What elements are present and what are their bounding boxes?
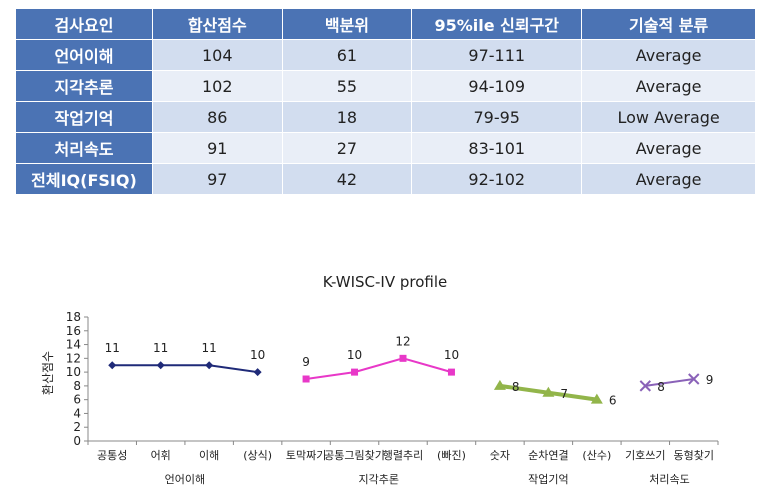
table-row: 작업기억 86 18 79-95 Low Average (15, 101, 756, 133)
data-point (542, 386, 555, 397)
table-cell: Average (581, 163, 756, 195)
header-confidence: 95%ile 신뢰구간 (411, 8, 583, 40)
y-tick-label: 0 (73, 434, 81, 448)
data-point (302, 375, 310, 383)
x-tick-label: 숫자 (490, 449, 510, 462)
x-tick-label: 동형찾기 (674, 449, 714, 462)
data-point (590, 393, 603, 404)
row-label: 지각추론 (15, 70, 153, 102)
x-tick-label: (산수) (582, 449, 611, 462)
x-tick-label: 토막짜기 (286, 449, 326, 462)
data-label: 10 (347, 348, 362, 362)
group-label: 지각추론 (359, 473, 399, 486)
row-label: 언어이해 (15, 39, 153, 71)
data-label: 9 (706, 373, 714, 387)
data-point (253, 368, 262, 377)
x-tick-label: 순차연결 (528, 449, 568, 462)
x-tick-label: 공통그림찾기 (324, 449, 385, 462)
table-cell: 18 (281, 101, 413, 133)
y-axis-label: 환산점수 (41, 351, 55, 395)
data-label: 8 (512, 380, 520, 394)
row-label: 전체IQ(FSIQ) (15, 163, 153, 195)
x-tick-label: (빠진) (437, 449, 466, 462)
x-tick-label: 행렬추리 (383, 449, 423, 462)
table-cell: 27 (281, 132, 413, 164)
table-cell: Low Average (581, 101, 756, 133)
table-cell: Average (581, 132, 756, 164)
x-tick-label: 이해 (199, 448, 219, 462)
group-label: 언어이해 (165, 472, 205, 486)
table-row: 지각추론 102 55 94-109 Average (15, 70, 756, 102)
table-cell: Average (581, 70, 756, 102)
table-cell: 92-102 (411, 163, 583, 195)
data-label: 11 (153, 341, 168, 355)
x-tick-label: 공통성 (97, 449, 127, 462)
table-header-row: 검사요인 합산점수 백분위 95%ile 신뢰구간 기술적 분류 (15, 8, 756, 40)
data-label: 7 (560, 387, 568, 401)
y-tick-label: 6 (73, 393, 81, 407)
table-cell: 104 (151, 39, 283, 71)
data-point (399, 354, 407, 362)
table-cell: 83-101 (411, 132, 583, 164)
header-classification: 기술적 분류 (581, 8, 756, 40)
table-cell: 94-109 (411, 70, 583, 102)
profile-chart: K-WISC-IV profile 환산점수 024681012141618공통… (41, 273, 719, 486)
data-label: 12 (395, 334, 410, 348)
table-cell: 42 (281, 163, 413, 195)
data-point (447, 368, 455, 376)
table-cell: 97-111 (411, 39, 583, 71)
data-label: 11 (202, 341, 217, 355)
header-percentile: 백분위 (281, 8, 413, 40)
y-tick-label: 4 (73, 406, 81, 420)
data-label: 8 (657, 380, 665, 394)
header-factor: 검사요인 (15, 8, 153, 40)
series-line (305, 357, 452, 380)
data-point (108, 361, 117, 370)
group-label: 작업기억 (528, 473, 568, 486)
y-tick-label: 12 (66, 351, 81, 365)
group-label: 처리속도 (649, 473, 689, 486)
row-label: 처리속도 (15, 132, 153, 164)
table-cell: 55 (281, 70, 413, 102)
data-point (205, 361, 214, 370)
score-table: 검사요인 합산점수 백분위 95%ile 신뢰구간 기술적 분류 언어이해 10… (15, 8, 756, 195)
table-row: 언어이해 104 61 97-111 Average (15, 39, 756, 71)
data-label: 10 (444, 348, 459, 362)
y-tick-label: 10 (66, 365, 81, 379)
data-point (156, 361, 165, 370)
table-row: 전체IQ(FSIQ) 97 42 92-102 Average (15, 163, 756, 195)
chart-title: K-WISC-IV profile (323, 273, 448, 291)
table-cell: 97 (151, 163, 283, 195)
data-point (351, 368, 359, 376)
data-point (493, 379, 506, 390)
x-tick-label: 기호쓰기 (625, 449, 665, 462)
table-cell: 79-95 (411, 101, 583, 133)
table-cell: Average (581, 39, 756, 71)
x-tick-label: 어휘 (151, 449, 171, 462)
table-cell: 61 (281, 39, 413, 71)
table-cell: 91 (151, 132, 283, 164)
table-cell: 102 (151, 70, 283, 102)
y-tick-label: 8 (73, 379, 81, 393)
header-composite: 합산점수 (151, 8, 283, 40)
data-label: 11 (105, 341, 120, 355)
table-cell: 86 (151, 101, 283, 133)
data-label: 6 (609, 394, 617, 408)
series-line (645, 378, 694, 387)
data-point (688, 373, 700, 385)
y-tick-label: 14 (66, 338, 81, 352)
x-tick-label: (상식) (243, 449, 272, 462)
data-point (639, 380, 652, 392)
data-label: 9 (302, 355, 310, 369)
y-tick-label: 2 (73, 420, 81, 434)
data-label: 10 (250, 348, 265, 362)
series-line (112, 364, 258, 374)
y-tick-label: 18 (66, 310, 81, 324)
row-label: 작업기억 (15, 101, 153, 133)
y-tick-label: 16 (66, 324, 81, 338)
table-row: 처리속도 91 27 83-101 Average (15, 132, 756, 164)
